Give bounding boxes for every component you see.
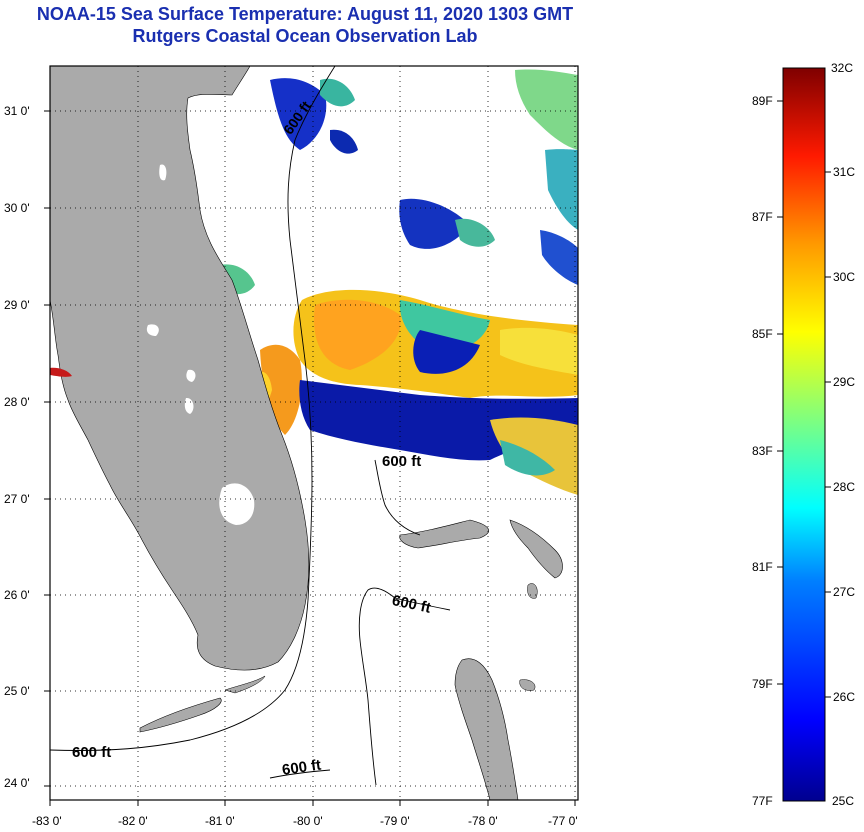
colorbar-f-label: 87F (752, 210, 773, 224)
lat-tick-label: 27 0' (4, 492, 30, 506)
colorbar-f-label: 83F (752, 444, 773, 458)
lon-tick-label: -80 0' (293, 814, 323, 828)
colorbar-c-label: 29C (833, 375, 856, 389)
lake-okeechobee (219, 483, 255, 525)
florida-keys (139, 697, 222, 733)
lon-tick-label: -78 0' (468, 814, 498, 828)
map-frame (49, 65, 579, 801)
colorbar-c-label: 28C (833, 480, 856, 494)
andros-island (454, 658, 519, 800)
abaco-islands (509, 519, 563, 579)
lon-tick-label: -83 0' (32, 814, 62, 828)
contour-label: 600 ft (382, 453, 422, 470)
depth-contours (50, 66, 451, 786)
colorbar-top-label: 32C (831, 61, 854, 75)
colorbar-c-label: 31C (833, 165, 856, 179)
colorbar-f-label: 81F (752, 560, 773, 574)
graticule (50, 66, 578, 800)
grand-bahama (399, 519, 490, 549)
map-title: NOAA-15 Sea Surface Temperature: August … (36, 4, 574, 24)
lat-tick-label: 26 0' (4, 588, 30, 602)
colorbar-f-label: 85F (752, 327, 773, 341)
colorbar-c-label: 26C (833, 690, 856, 704)
lon-tick-label: -82 0' (118, 814, 148, 828)
colorbar-c-label: 27C (833, 585, 856, 599)
colorbar-bottom-c-label: 25C (832, 794, 855, 808)
contour-label: 600 ft (72, 744, 112, 761)
lat-tick-label: 28 0' (4, 395, 30, 409)
colorbar-bottom-f-label: 77F (752, 794, 773, 808)
colorbar-f-label: 79F (752, 677, 773, 691)
lat-tick-label: 31 0' (4, 104, 30, 118)
lon-tick-label: -79 0' (380, 814, 410, 828)
sst-data-layer (220, 69, 578, 495)
lat-tick-label: 24 0' (4, 776, 30, 790)
colorbar-f-label: 89F (752, 94, 773, 108)
lat-tick-label: 30 0' (4, 201, 30, 215)
map-subtitle: Rutgers Coastal Ocean Observation Lab (132, 26, 478, 46)
lat-tick-label: 25 0' (4, 684, 30, 698)
lat-tick-label: 29 0' (4, 298, 30, 312)
lon-tick-label: -77 0' (548, 814, 578, 828)
lon-tick-label: -81 0' (205, 814, 235, 828)
colorbar (782, 67, 826, 802)
colorbar-c-label: 30C (833, 270, 856, 284)
